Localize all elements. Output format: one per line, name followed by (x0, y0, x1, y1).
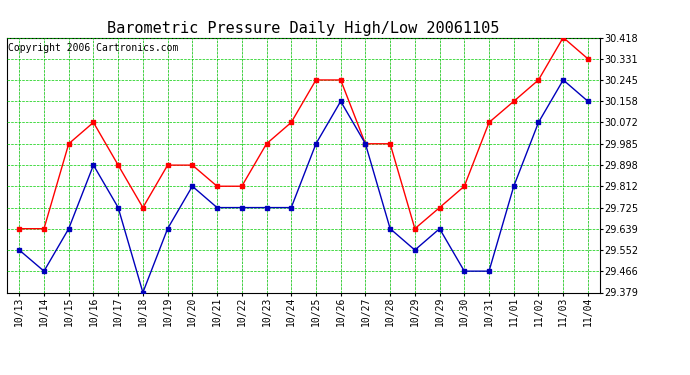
Title: Barometric Pressure Daily High/Low 20061105: Barometric Pressure Daily High/Low 20061… (108, 21, 500, 36)
Text: Copyright 2006 Cartronics.com: Copyright 2006 Cartronics.com (8, 43, 179, 52)
